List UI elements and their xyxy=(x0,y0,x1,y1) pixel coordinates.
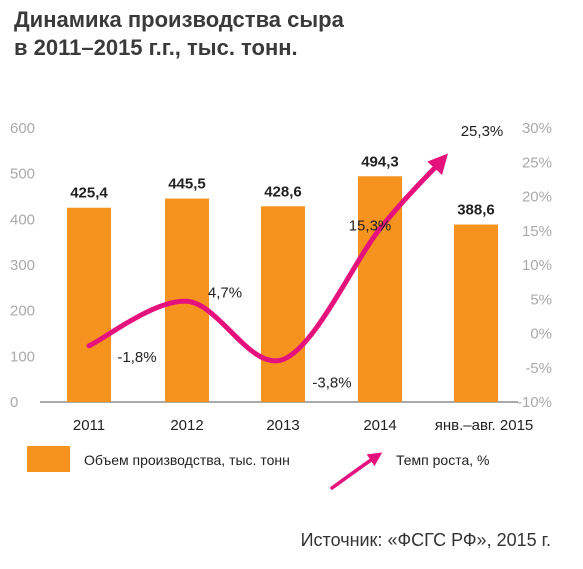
legend-label-line: Темп роста, % xyxy=(396,452,490,468)
left-tick-label: 400 xyxy=(10,211,35,228)
left-axis: 0 100 200 300 400 500 600 xyxy=(10,120,35,411)
left-tick-label: 500 xyxy=(10,166,35,183)
growth-rate-label: 4,7% xyxy=(208,284,242,301)
x-axis: 2011 2012 2013 2014 янв.–авг. 2015 xyxy=(73,417,533,434)
bar-value-label: 445,5 xyxy=(168,176,206,193)
right-tick-label: 30% xyxy=(522,120,552,137)
growth-rate-label: -3,8% xyxy=(312,375,351,392)
right-tick-label: -10% xyxy=(517,394,552,411)
right-tick-label: 20% xyxy=(522,189,552,206)
x-tick-label: 2011 xyxy=(73,417,105,434)
x-tick-label: 2013 xyxy=(266,417,299,434)
right-tick-label: 15% xyxy=(522,223,552,240)
bar-value-labels: 425,4 445,5 428,6 494,3 388,6 xyxy=(70,153,495,218)
bar-value-label: 494,3 xyxy=(361,153,399,170)
right-tick-label: 0% xyxy=(530,326,552,343)
left-tick-label: 100 xyxy=(10,348,35,365)
bar-value-label: 428,6 xyxy=(264,183,302,200)
x-tick-label: 2012 xyxy=(170,417,203,434)
growth-rate-label: 25,3% xyxy=(461,123,504,140)
legend-swatch-line xyxy=(330,452,383,490)
chart-title-line1: Динамика производства сыра xyxy=(14,7,344,32)
bar-value-label: 388,6 xyxy=(457,202,495,219)
bar-value-label: 425,4 xyxy=(70,185,108,202)
right-tick-label: -5% xyxy=(525,360,552,377)
x-tick-label: 2014 xyxy=(363,417,396,434)
x-tick-label: янв.–авг. 2015 xyxy=(435,417,534,434)
chart-title: Динамика производства сыра в 2011–2015 г… xyxy=(14,6,574,62)
right-tick-label: 10% xyxy=(522,257,552,274)
left-tick-label: 600 xyxy=(10,120,35,137)
right-tick-label: 25% xyxy=(522,154,552,171)
growth-rate-label: -1,8% xyxy=(117,349,156,366)
right-tick-label: 5% xyxy=(530,291,552,308)
legend-label-bar: Объем производства, тыс. тонн xyxy=(84,452,290,468)
bar xyxy=(67,207,111,402)
right-axis: -10% -5% 0% 5% 10% 15% 20% 25% 30% xyxy=(517,120,552,411)
bars xyxy=(67,176,498,402)
growth-rate-line xyxy=(86,153,449,364)
source-note: Источник: «ФСГС РФ», 2015 г. xyxy=(300,530,551,550)
growth-rate-labels: -1,8% 4,7% -3,8% 15,3% 25,3% xyxy=(117,123,503,391)
growth-rate-label: 15,3% xyxy=(349,218,392,235)
left-tick-label: 200 xyxy=(10,303,35,320)
legend-swatch-bar xyxy=(27,446,70,472)
chart-title-line2: в 2011–2015 г.г., тыс. тонн. xyxy=(14,35,298,60)
bar xyxy=(454,224,498,402)
left-tick-label: 0 xyxy=(10,394,18,411)
left-tick-label: 300 xyxy=(10,257,35,274)
bar xyxy=(261,206,305,402)
